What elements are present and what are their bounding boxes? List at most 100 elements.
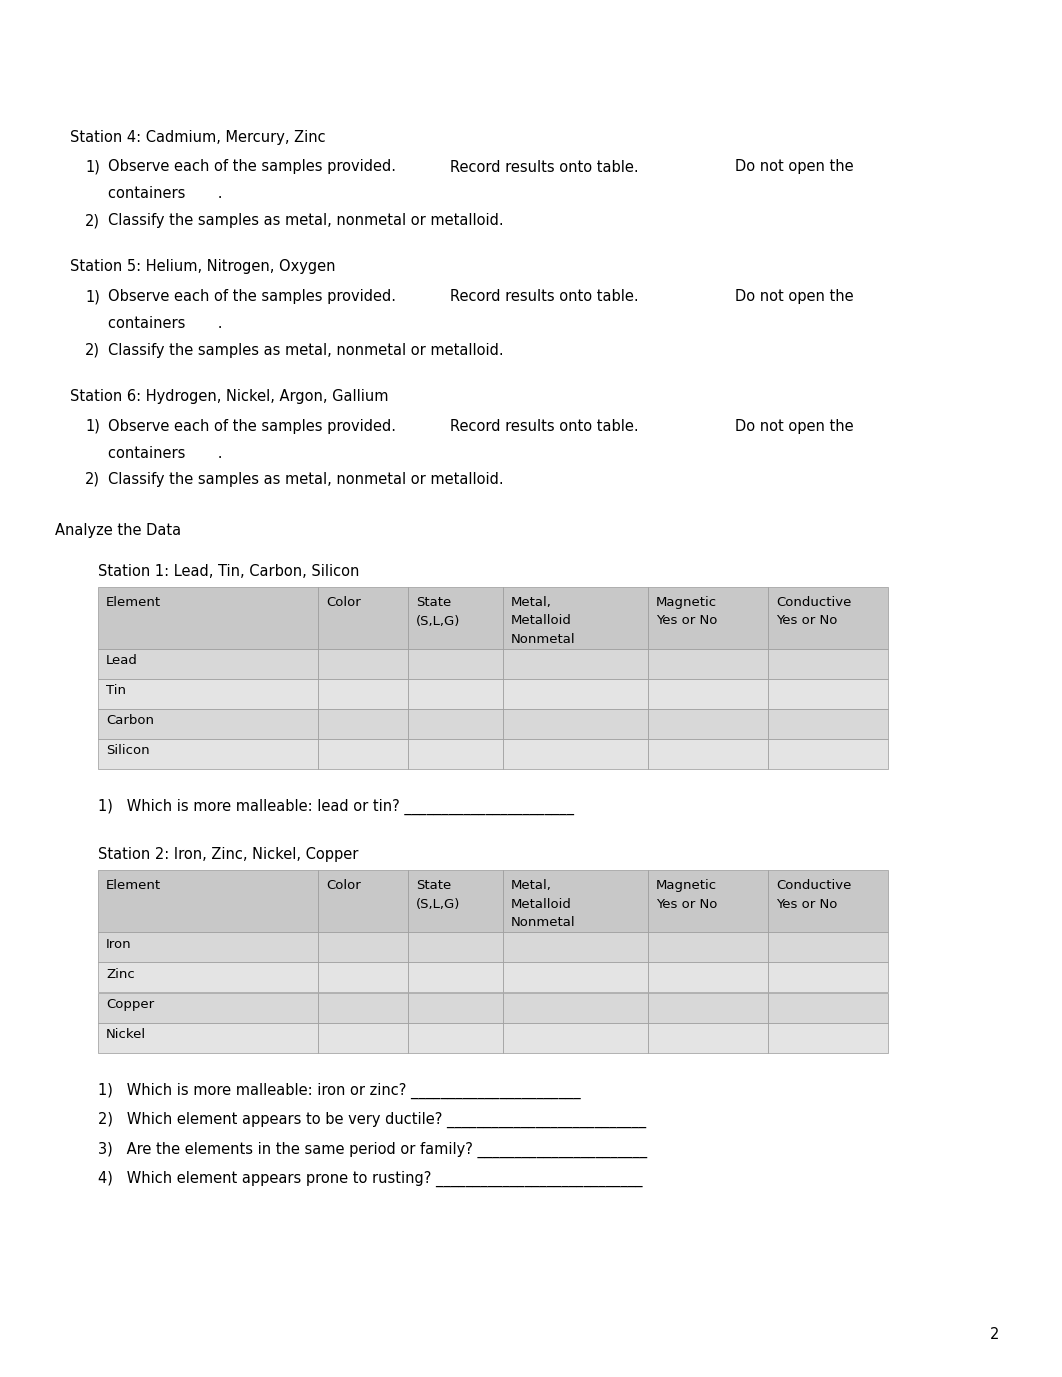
Text: containers       .: containers . [108,315,223,330]
Bar [648,870,768,932]
Text: Tin: Tin [106,684,126,698]
Text: Iron: Iron [106,938,132,952]
Bar [408,963,503,993]
Bar [503,679,648,709]
Text: 1): 1) [85,419,100,434]
Bar [408,679,503,709]
Text: Record results onto table.: Record results onto table. [450,289,638,304]
Bar [408,993,503,1023]
Bar [98,679,318,709]
Bar [503,1023,648,1052]
Bar [768,963,888,993]
Bar [408,1023,503,1052]
Text: Nonmetal: Nonmetal [511,917,576,929]
Bar [503,963,648,993]
Bar [648,963,768,993]
Bar [98,1023,318,1052]
Text: 1)   Which is more malleable: lead or tin? _______________________: 1) Which is more malleable: lead or tin?… [98,799,573,815]
Bar [768,932,888,963]
Text: Do not open the: Do not open the [735,289,854,304]
Text: Observe each of the samples provided.: Observe each of the samples provided. [108,160,396,175]
Text: Do not open the: Do not open the [735,419,854,434]
Text: Observe each of the samples provided.: Observe each of the samples provided. [108,419,396,434]
Bar [318,587,408,649]
Bar [318,993,408,1023]
Text: Metalloid: Metalloid [511,614,571,628]
Text: 2): 2) [85,213,100,229]
Bar [648,1023,768,1052]
Text: 3)   Are the elements in the same period or family? _______________________: 3) Are the elements in the same period o… [98,1142,647,1158]
Text: State: State [416,880,451,892]
Bar [648,932,768,963]
Text: Color: Color [326,880,361,892]
Bar [318,709,408,739]
Bar [98,932,318,963]
Bar [318,870,408,932]
Bar [503,587,648,649]
Bar [98,870,318,932]
Text: Conductive: Conductive [776,880,852,892]
Text: 1)   Which is more malleable: iron or zinc? _______________________: 1) Which is more malleable: iron or zinc… [98,1082,581,1099]
Text: Copper: Copper [106,998,154,1011]
Text: Yes or No: Yes or No [656,614,717,628]
Text: Classify the samples as metal, nonmetal or metalloid.: Classify the samples as metal, nonmetal … [108,213,503,229]
Bar [648,649,768,679]
Bar [408,932,503,963]
Bar [503,649,648,679]
Bar [768,993,888,1023]
Text: Metal,: Metal, [511,596,552,609]
Text: 2: 2 [990,1327,999,1343]
Text: containers       .: containers . [108,186,223,201]
Bar [768,870,888,932]
Text: Do not open the: Do not open the [735,160,854,175]
Text: Station 4: Cadmium, Mercury, Zinc: Station 4: Cadmium, Mercury, Zinc [70,129,326,145]
Text: Magnetic: Magnetic [656,880,717,892]
Text: 1): 1) [85,160,100,175]
Text: Classify the samples as metal, nonmetal or metalloid.: Classify the samples as metal, nonmetal … [108,472,503,487]
Bar [318,1023,408,1052]
Bar [768,709,888,739]
Text: Metal,: Metal, [511,880,552,892]
Text: Element: Element [106,880,161,892]
Bar [768,649,888,679]
Text: Zinc: Zinc [106,968,135,980]
Bar [768,679,888,709]
Text: Yes or No: Yes or No [776,614,837,628]
Bar [98,649,318,679]
Bar [98,963,318,993]
Bar [318,649,408,679]
Bar [503,932,648,963]
Text: Color: Color [326,596,361,609]
Bar [503,993,648,1023]
Text: Station 6: Hydrogen, Nickel, Argon, Gallium: Station 6: Hydrogen, Nickel, Argon, Gall… [70,388,389,403]
Bar [408,587,503,649]
Text: Classify the samples as metal, nonmetal or metalloid.: Classify the samples as metal, nonmetal … [108,343,503,358]
Text: Element: Element [106,596,161,609]
Bar [503,739,648,768]
Bar [98,739,318,768]
Text: State: State [416,596,451,609]
Bar [648,709,768,739]
Text: Conductive: Conductive [776,596,852,609]
Text: 2)   Which element appears to be very ductile? ___________________________: 2) Which element appears to be very duct… [98,1113,646,1128]
Text: (S,L,G): (S,L,G) [416,614,460,628]
Text: Nonmetal: Nonmetal [511,633,576,646]
Text: Silicon: Silicon [106,745,150,757]
Text: Station 5: Helium, Nitrogen, Oxygen: Station 5: Helium, Nitrogen, Oxygen [70,259,336,274]
Bar [768,739,888,768]
Bar [503,870,648,932]
Text: 2): 2) [85,343,100,358]
Text: (S,L,G): (S,L,G) [416,898,460,912]
Bar [768,1023,888,1052]
Text: Analyze the Data: Analyze the Data [55,523,182,538]
Bar [768,587,888,649]
Text: Station 1: Lead, Tin, Carbon, Silicon: Station 1: Lead, Tin, Carbon, Silicon [98,563,359,578]
Text: Carbon: Carbon [106,715,154,727]
Bar [318,739,408,768]
Bar [408,649,503,679]
Text: Record results onto table.: Record results onto table. [450,419,638,434]
Bar [648,587,768,649]
Bar [648,993,768,1023]
Bar [408,870,503,932]
Text: 1): 1) [85,289,100,304]
